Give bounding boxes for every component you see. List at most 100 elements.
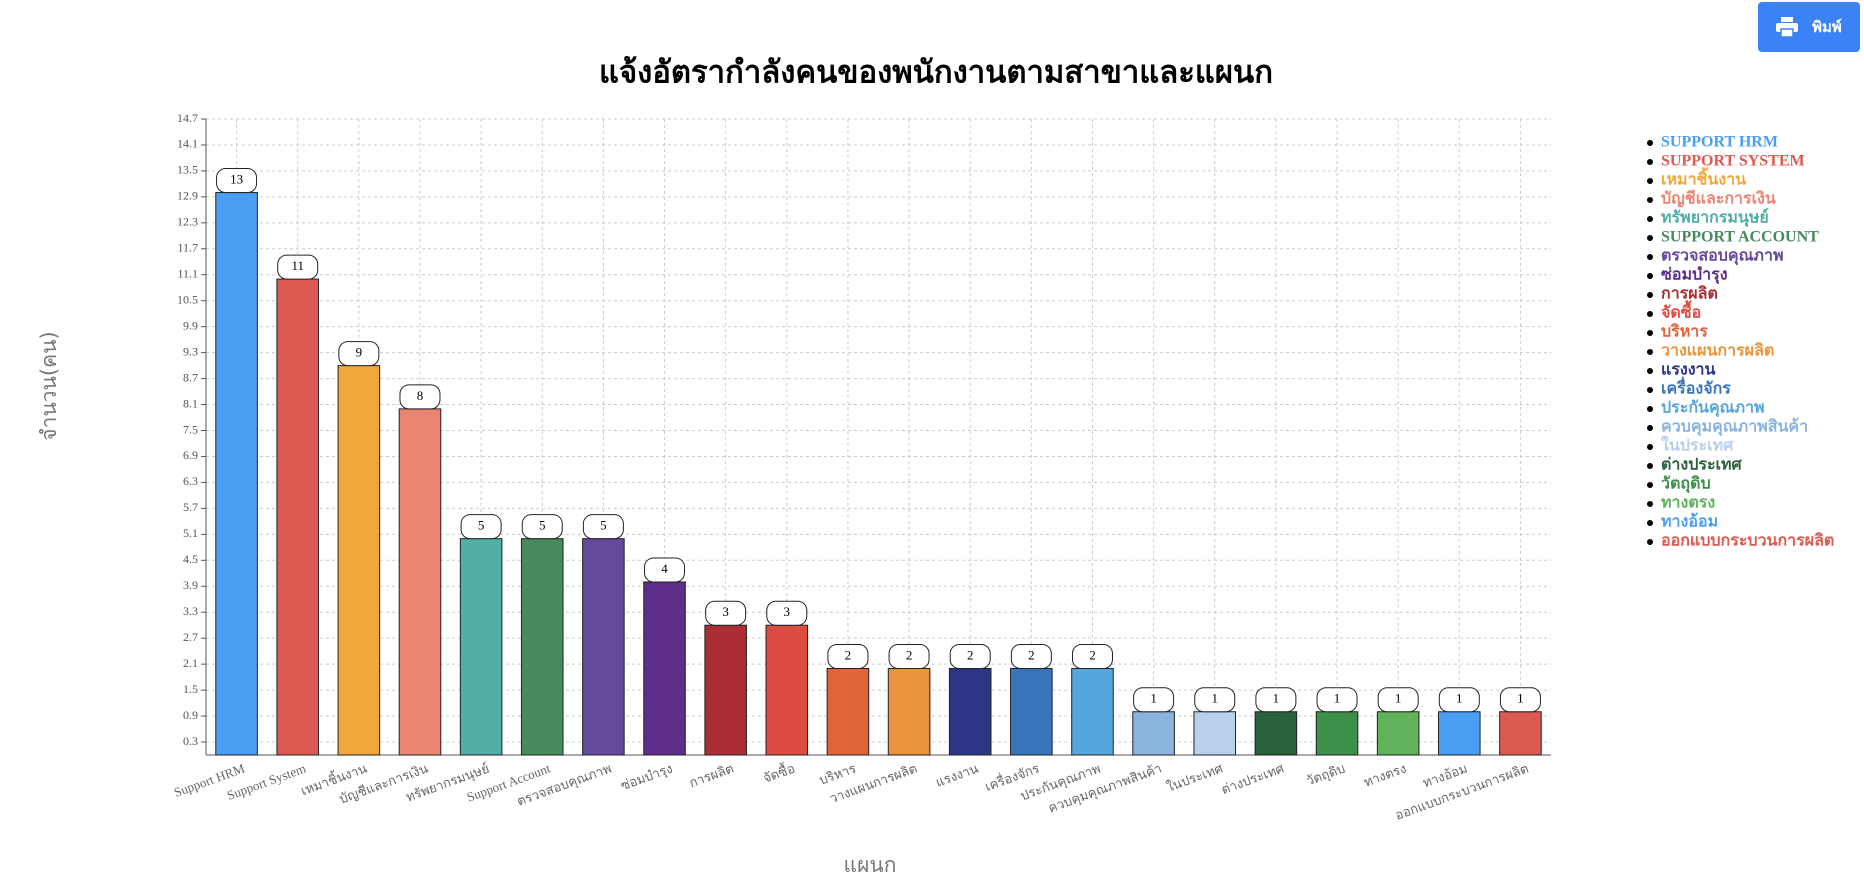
bar <box>1132 711 1175 756</box>
bar <box>1499 711 1542 756</box>
legend-bullet <box>1647 235 1653 241</box>
legend-bullet <box>1647 159 1653 165</box>
value-label-box <box>216 168 258 194</box>
legend-bullet <box>1647 444 1653 450</box>
value-label-box <box>1377 687 1419 713</box>
bar <box>826 667 870 756</box>
print-button[interactable]: พิมพ์ <box>1758 2 1860 52</box>
legend-entry: เหมาชิ้นงาน <box>1661 167 1746 189</box>
legend-entry: SUPPORT HRM <box>1661 134 1778 151</box>
bar <box>459 538 503 756</box>
legend-entry: ทรัพยากรมนุษย์ <box>1661 208 1769 228</box>
y-tick-label: 8.1 <box>183 396 198 410</box>
bar <box>948 667 992 756</box>
value-label: 1 <box>1334 691 1341 706</box>
y-tick-label: 12.9 <box>177 189 198 203</box>
y-tick-label: 5.1 <box>183 526 198 540</box>
bar <box>276 278 319 756</box>
value-label: 3 <box>722 604 729 619</box>
value-label-box <box>460 514 502 540</box>
y-tick-label: 12.3 <box>177 215 198 229</box>
y-tick-label: 14.1 <box>177 137 198 151</box>
legend-bullet <box>1647 406 1653 412</box>
legend-bullet <box>1647 178 1653 184</box>
legend-bullet <box>1647 425 1653 431</box>
value-label: 11 <box>291 258 304 273</box>
y-tick-label: 8.7 <box>183 370 198 384</box>
value-label-box <box>582 514 624 540</box>
value-label-box <box>521 514 563 540</box>
bar <box>1010 667 1053 756</box>
legend-bullet <box>1647 482 1653 488</box>
value-label: 3 <box>784 604 791 619</box>
legend-bullet <box>1647 349 1653 355</box>
value-label: 1 <box>1150 691 1157 706</box>
value-label-box <box>827 643 869 669</box>
bar <box>643 581 686 756</box>
chart-title: แจ้งอัตรากำลังคนของพนักงานตามสาขาและแผนก <box>599 55 1273 91</box>
bar <box>1193 711 1237 756</box>
legend-entry: SUPPORT ACCOUNT <box>1661 229 1819 246</box>
legend-entry: ออกแบบกระบวนการผลิต <box>1661 532 1834 550</box>
legend-entry: ทางตรง <box>1661 495 1715 512</box>
x-tick-label: ซ่อมบำรุง <box>619 761 675 795</box>
bar <box>1376 711 1420 756</box>
bar <box>398 408 442 756</box>
y-tick-label: 11.1 <box>177 267 198 281</box>
value-label-box <box>888 643 930 669</box>
legend-bullet <box>1647 539 1653 545</box>
legend-entry: เครื่องจักร <box>1661 377 1731 398</box>
value-label: 2 <box>967 647 974 662</box>
legend-entry: ต่างประเทศ <box>1661 457 1743 474</box>
value-label: 9 <box>356 345 363 360</box>
legend-entry: แรงงาน <box>1661 362 1716 379</box>
x-tick-label: ต่างประเทศ <box>1219 760 1286 797</box>
y-tick-label: 2.1 <box>183 656 198 670</box>
x-tick-label: ในประเทศ <box>1164 760 1225 794</box>
x-tick-label: ทางตรง <box>1362 761 1408 790</box>
legend-entry: บัญชีและการเงิน <box>1661 189 1776 209</box>
value-label: 5 <box>539 518 546 533</box>
value-label-box <box>1194 687 1236 713</box>
x-tick-label: วัตถุดิบ <box>1304 761 1347 790</box>
value-label: 4 <box>661 561 668 576</box>
bar <box>887 667 931 756</box>
bar <box>520 538 564 756</box>
legend-bullet <box>1647 273 1653 279</box>
y-tick-label: 6.3 <box>183 474 198 488</box>
y-tick-label: 9.3 <box>183 344 198 358</box>
value-label: 13 <box>230 172 243 187</box>
legend-entry: วางแผนการผลิต <box>1661 342 1774 360</box>
y-tick-label: 0.9 <box>183 708 198 722</box>
value-label-box <box>644 557 686 583</box>
value-label: 1 <box>1273 691 1280 706</box>
value-label-box <box>1010 643 1052 669</box>
legend-bullet <box>1647 292 1653 298</box>
legend-entry: ซ่อมบำรุง <box>1661 266 1728 285</box>
legend-entry: ควบคุมคุณภาพสินค้า <box>1661 418 1808 437</box>
y-tick-label: 13.5 <box>177 163 198 177</box>
value-label-box <box>399 384 441 410</box>
bar <box>765 624 809 756</box>
y-tick-label: 2.7 <box>183 630 198 644</box>
y-tick-label: 3.9 <box>183 578 198 592</box>
y-tick-label: 10.5 <box>177 292 198 306</box>
legend-bullet <box>1647 520 1653 526</box>
legend-bullet <box>1647 501 1653 507</box>
value-label: 1 <box>1517 691 1524 706</box>
legend-entry: บริหาร <box>1661 323 1708 341</box>
y-tick-label: 7.5 <box>183 422 198 436</box>
value-label: 1 <box>1395 691 1402 706</box>
y-tick-label: 14.7 <box>177 111 198 125</box>
bar <box>215 192 258 756</box>
value-label: 2 <box>845 647 852 662</box>
legend-bullet <box>1647 140 1653 146</box>
value-label-box <box>1133 687 1175 713</box>
y-tick-label: 1.5 <box>183 682 198 696</box>
legend-bullet <box>1647 463 1653 469</box>
value-label-box <box>949 643 991 669</box>
value-label-box <box>1499 687 1541 713</box>
x-tick-label: การผลิต <box>687 761 736 791</box>
